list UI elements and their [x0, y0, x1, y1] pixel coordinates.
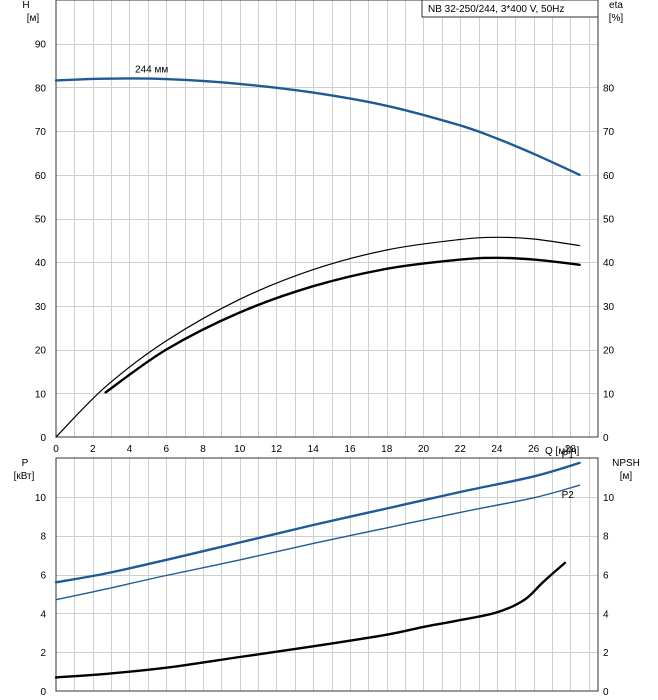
p-axis-unit: [кВт] — [14, 471, 35, 482]
h-tick-label: 30 — [35, 302, 47, 313]
eta-tick-label: 80 — [603, 83, 615, 94]
h-tick-label: 40 — [35, 258, 47, 269]
npsh-tick-label: 0 — [603, 687, 609, 698]
eta-tick-label: 70 — [603, 127, 615, 138]
p-axis-title: P — [22, 458, 29, 469]
h-tick-label: 60 — [35, 171, 47, 182]
npsh-tick-label: 4 — [603, 609, 609, 620]
x-tick-label: 8 — [200, 444, 206, 455]
h-tick-label: 20 — [35, 346, 47, 357]
p-tick-label: 6 — [40, 571, 46, 582]
h-tick-label: 80 — [35, 83, 47, 94]
p1-curve — [54, 461, 581, 584]
p-tick-label: 0 — [40, 687, 46, 698]
eta-tick-label: 60 — [603, 171, 615, 182]
p2-label: P2 — [562, 490, 575, 501]
npsh-tick-label: 6 — [603, 571, 609, 582]
p1-label: P1 — [562, 450, 575, 461]
npsh-axis-title: NPSH — [612, 458, 640, 469]
q-axis-title: Q [м³/ч] — [545, 446, 580, 457]
h-tick-label: 70 — [35, 127, 47, 138]
p2-curve — [55, 484, 581, 601]
top-curves — [54, 77, 581, 438]
h-tick-label: 10 — [35, 389, 47, 400]
p-tick-label: 4 — [40, 609, 46, 620]
x-tick-label: 0 — [53, 444, 59, 455]
eta-axis-title: eta — [609, 0, 623, 11]
h-axis-title: H — [22, 0, 29, 11]
eta-axis-unit: [%] — [609, 13, 624, 24]
x-tick-label: 16 — [344, 444, 356, 455]
npsh-tick-label: 8 — [603, 532, 609, 543]
top-grid — [56, 0, 598, 437]
x-tick-label: 10 — [234, 444, 246, 455]
p-tick-label: 10 — [35, 493, 47, 504]
npsh-curve — [54, 561, 567, 679]
h-tick-label: 50 — [35, 215, 47, 226]
npsh-tick-label: 10 — [603, 493, 615, 504]
impeller-diameter-label: 244 мм — [135, 64, 168, 75]
eta-tick-label: 0 — [603, 433, 609, 444]
eta-tick-label: 30 — [603, 302, 615, 313]
eta-tick-label: 10 — [603, 389, 615, 400]
x-tick-label: 18 — [381, 444, 393, 455]
x-tick-label: 2 — [90, 444, 96, 455]
x-tick-label: 20 — [418, 444, 430, 455]
x-tick-label: 4 — [127, 444, 133, 455]
eta-thick-curve — [104, 256, 581, 394]
title-box — [421, 0, 599, 18]
x-tick-label: 12 — [271, 444, 283, 455]
eta-thin-curve — [55, 236, 581, 438]
x-tick-label: 22 — [455, 444, 467, 455]
h-axis-unit: [м] — [27, 13, 40, 24]
x-tick-label: 28 — [565, 444, 577, 455]
x-tick-label: 26 — [528, 444, 540, 455]
top-plot-frame — [55, 0, 599, 438]
bottom-curves — [54, 461, 581, 679]
h-tick-label: 90 — [35, 40, 47, 51]
npsh-axis-unit: [м] — [620, 471, 633, 482]
x-tick-label: 14 — [308, 444, 320, 455]
x-tick-label: 6 — [163, 444, 169, 455]
npsh-tick-label: 2 — [603, 648, 609, 659]
bottom-grid — [56, 458, 598, 691]
p-tick-label: 8 — [40, 532, 46, 543]
eta-tick-label: 40 — [603, 258, 615, 269]
eta-tick-label: 20 — [603, 346, 615, 357]
eta-tick-label: 50 — [603, 215, 615, 226]
chart-title: NB 32-250/244, 3*400 V, 50Hz — [428, 4, 564, 15]
h-tick-label: 0 — [40, 433, 46, 444]
bottom-plot-frame — [55, 457, 599, 692]
top-tick-labels: 0 2 4 6 8 10 12 14 16 18 20 22 24 26 28010203040506070… — [35, 40, 615, 455]
bottom-tick-labels: 0 0 2 2 4 4 6 6 8 8 10 10 — [35, 493, 615, 698]
x-tick-label: 24 — [491, 444, 503, 455]
p-tick-label: 2 — [40, 648, 46, 659]
head-curve — [54, 77, 581, 176]
